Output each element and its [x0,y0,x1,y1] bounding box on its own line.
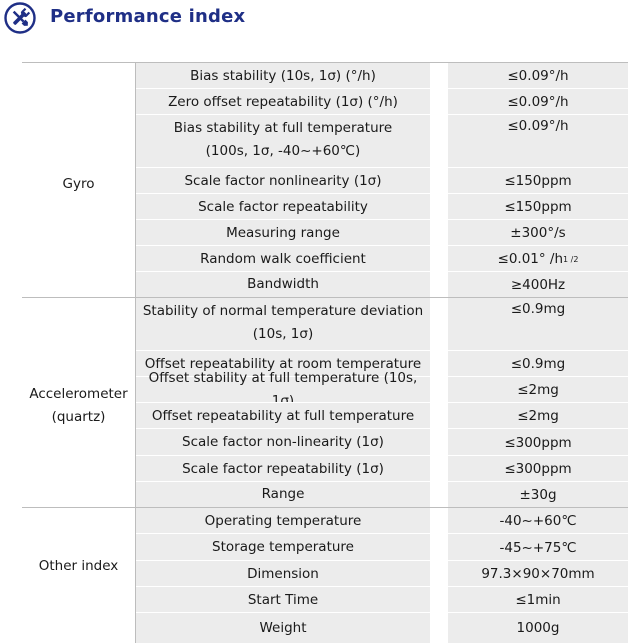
group-label-accelerometer-sub: (quartz) [51,409,106,425]
value-cell: -40~+60℃ [448,508,628,534]
param-cell: Bias stability (10s, 1σ) (°/h) [136,63,430,89]
table-row: Bias stability (10s, 1σ) (°/h) ≤0.09°/h [136,63,628,89]
value-cell: ≤300ppm [448,456,628,482]
group-label-gyro: Gyro [62,176,95,192]
table-row: Scale factor nonlinearity (1σ) ≤150ppm [136,168,628,194]
value-cell: ≤300ppm [448,429,628,456]
param-cell: Bandwidth [136,272,430,297]
table-row: Dimension 97.3×90×70mm [136,561,628,587]
table-row: Measuring range ±300°/s [136,220,628,246]
value-cell: ≤0.09°/h [448,63,628,89]
table-row: Start Time ≤1min [136,587,628,613]
param-cell: Range [136,482,430,507]
table-row: Bias stability at full temperature (100s… [136,115,628,168]
value-cell: ≤0.09°/h [448,89,628,115]
value-cell: ≤150ppm [448,168,628,194]
group-label-accelerometer: Accelerometer [29,386,128,402]
table-row: Scale factor repeatability (1σ) ≤300ppm [136,456,628,482]
value-cell: -45~+75℃ [448,534,628,561]
value-cell: ≤0.01° /h 1 /2 [448,246,628,272]
param-cell: Dimension [136,561,430,587]
param-line: Stability of normal temperature deviatio… [142,303,424,319]
table-row: Stability of normal temperature deviatio… [136,298,628,351]
param-cell: Zero offset repeatability (1σ) (°/h) [136,89,430,115]
table-row: Random walk coefficient ≤0.01° /h 1 /2 [136,246,628,272]
param-cell: Start Time [136,587,430,613]
param-cell: Stability of normal temperature deviatio… [136,298,430,351]
value-text: ≤0.01° /h [497,251,564,267]
param-cell: Scale factor non-linearity (1σ) [136,429,430,456]
table-row: Bandwidth ≥400Hz [136,272,628,297]
param-cell: Scale factor nonlinearity (1σ) [136,168,430,194]
value-cell: 1000g [448,613,628,643]
table-row: Zero offset repeatability (1σ) (°/h) ≤0.… [136,89,628,115]
tools-icon [4,2,36,34]
value-cell: ±300°/s [448,220,628,246]
param-cell: Storage temperature [136,534,430,561]
performance-table: Gyro Accelerometer (quartz) Other index … [22,62,628,643]
param-cell: Scale factor repeatability [136,194,430,220]
param-line: (10s, 1σ) [252,326,314,342]
group-divider [22,62,628,63]
value-cell: ≥400Hz [448,272,628,297]
value-cell: ≤150ppm [448,194,628,220]
group-divider [22,507,628,508]
value-superscript: 1 /2 [563,254,579,264]
table-row: Offset stability at full temperature (10… [136,370,628,409]
group-label-other: Other index [38,558,119,574]
table-row: Range ±30g [136,482,628,507]
param-cell: Bias stability at full temperature (100s… [136,115,430,168]
param-cell: Offset repeatability at room temperature [136,351,430,377]
column-divider [135,62,136,643]
value-cell: ≤0.09°/h [448,115,628,168]
param-cell: Weight [136,613,430,643]
value-cell: ≤1min [448,587,628,613]
table-row: Weight 1000g [136,613,628,643]
value-cell: ≤0.9mg [448,298,628,351]
param-cell: Offset repeatability at full temperature [136,403,430,429]
param-cell: Random walk coefficient [136,246,430,272]
param-cell: Scale factor repeatability (1σ) [136,456,430,482]
section-header: Performance index [0,0,628,40]
param-cell: Measuring range [136,220,430,246]
table-row: Scale factor repeatability ≤150ppm [136,194,628,220]
param-line: (100s, 1σ, -40~+60℃) [205,143,361,159]
param-line: Bias stability at full temperature [173,120,393,136]
page-title: Performance index [50,6,246,27]
group-divider [22,297,628,298]
value-cell: ±30g [448,482,628,507]
table-row: Offset repeatability at room temperature… [136,351,628,377]
value-cell: ≤2mg [448,377,628,403]
value-cell: 97.3×90×70mm [448,561,628,587]
value-cell: ≤0.9mg [448,351,628,377]
param-cell: Offset stability at full temperature (10… [136,370,430,409]
table-row: Scale factor non-linearity (1σ) ≤300ppm [136,429,628,456]
table-row: Storage temperature -45~+75℃ [136,534,628,561]
param-cell: Operating temperature [136,508,430,534]
value-cell: ≤2mg [448,403,628,429]
table-row: Offset repeatability at full temperature… [136,403,628,429]
table-row: Operating temperature -40~+60℃ [136,508,628,534]
